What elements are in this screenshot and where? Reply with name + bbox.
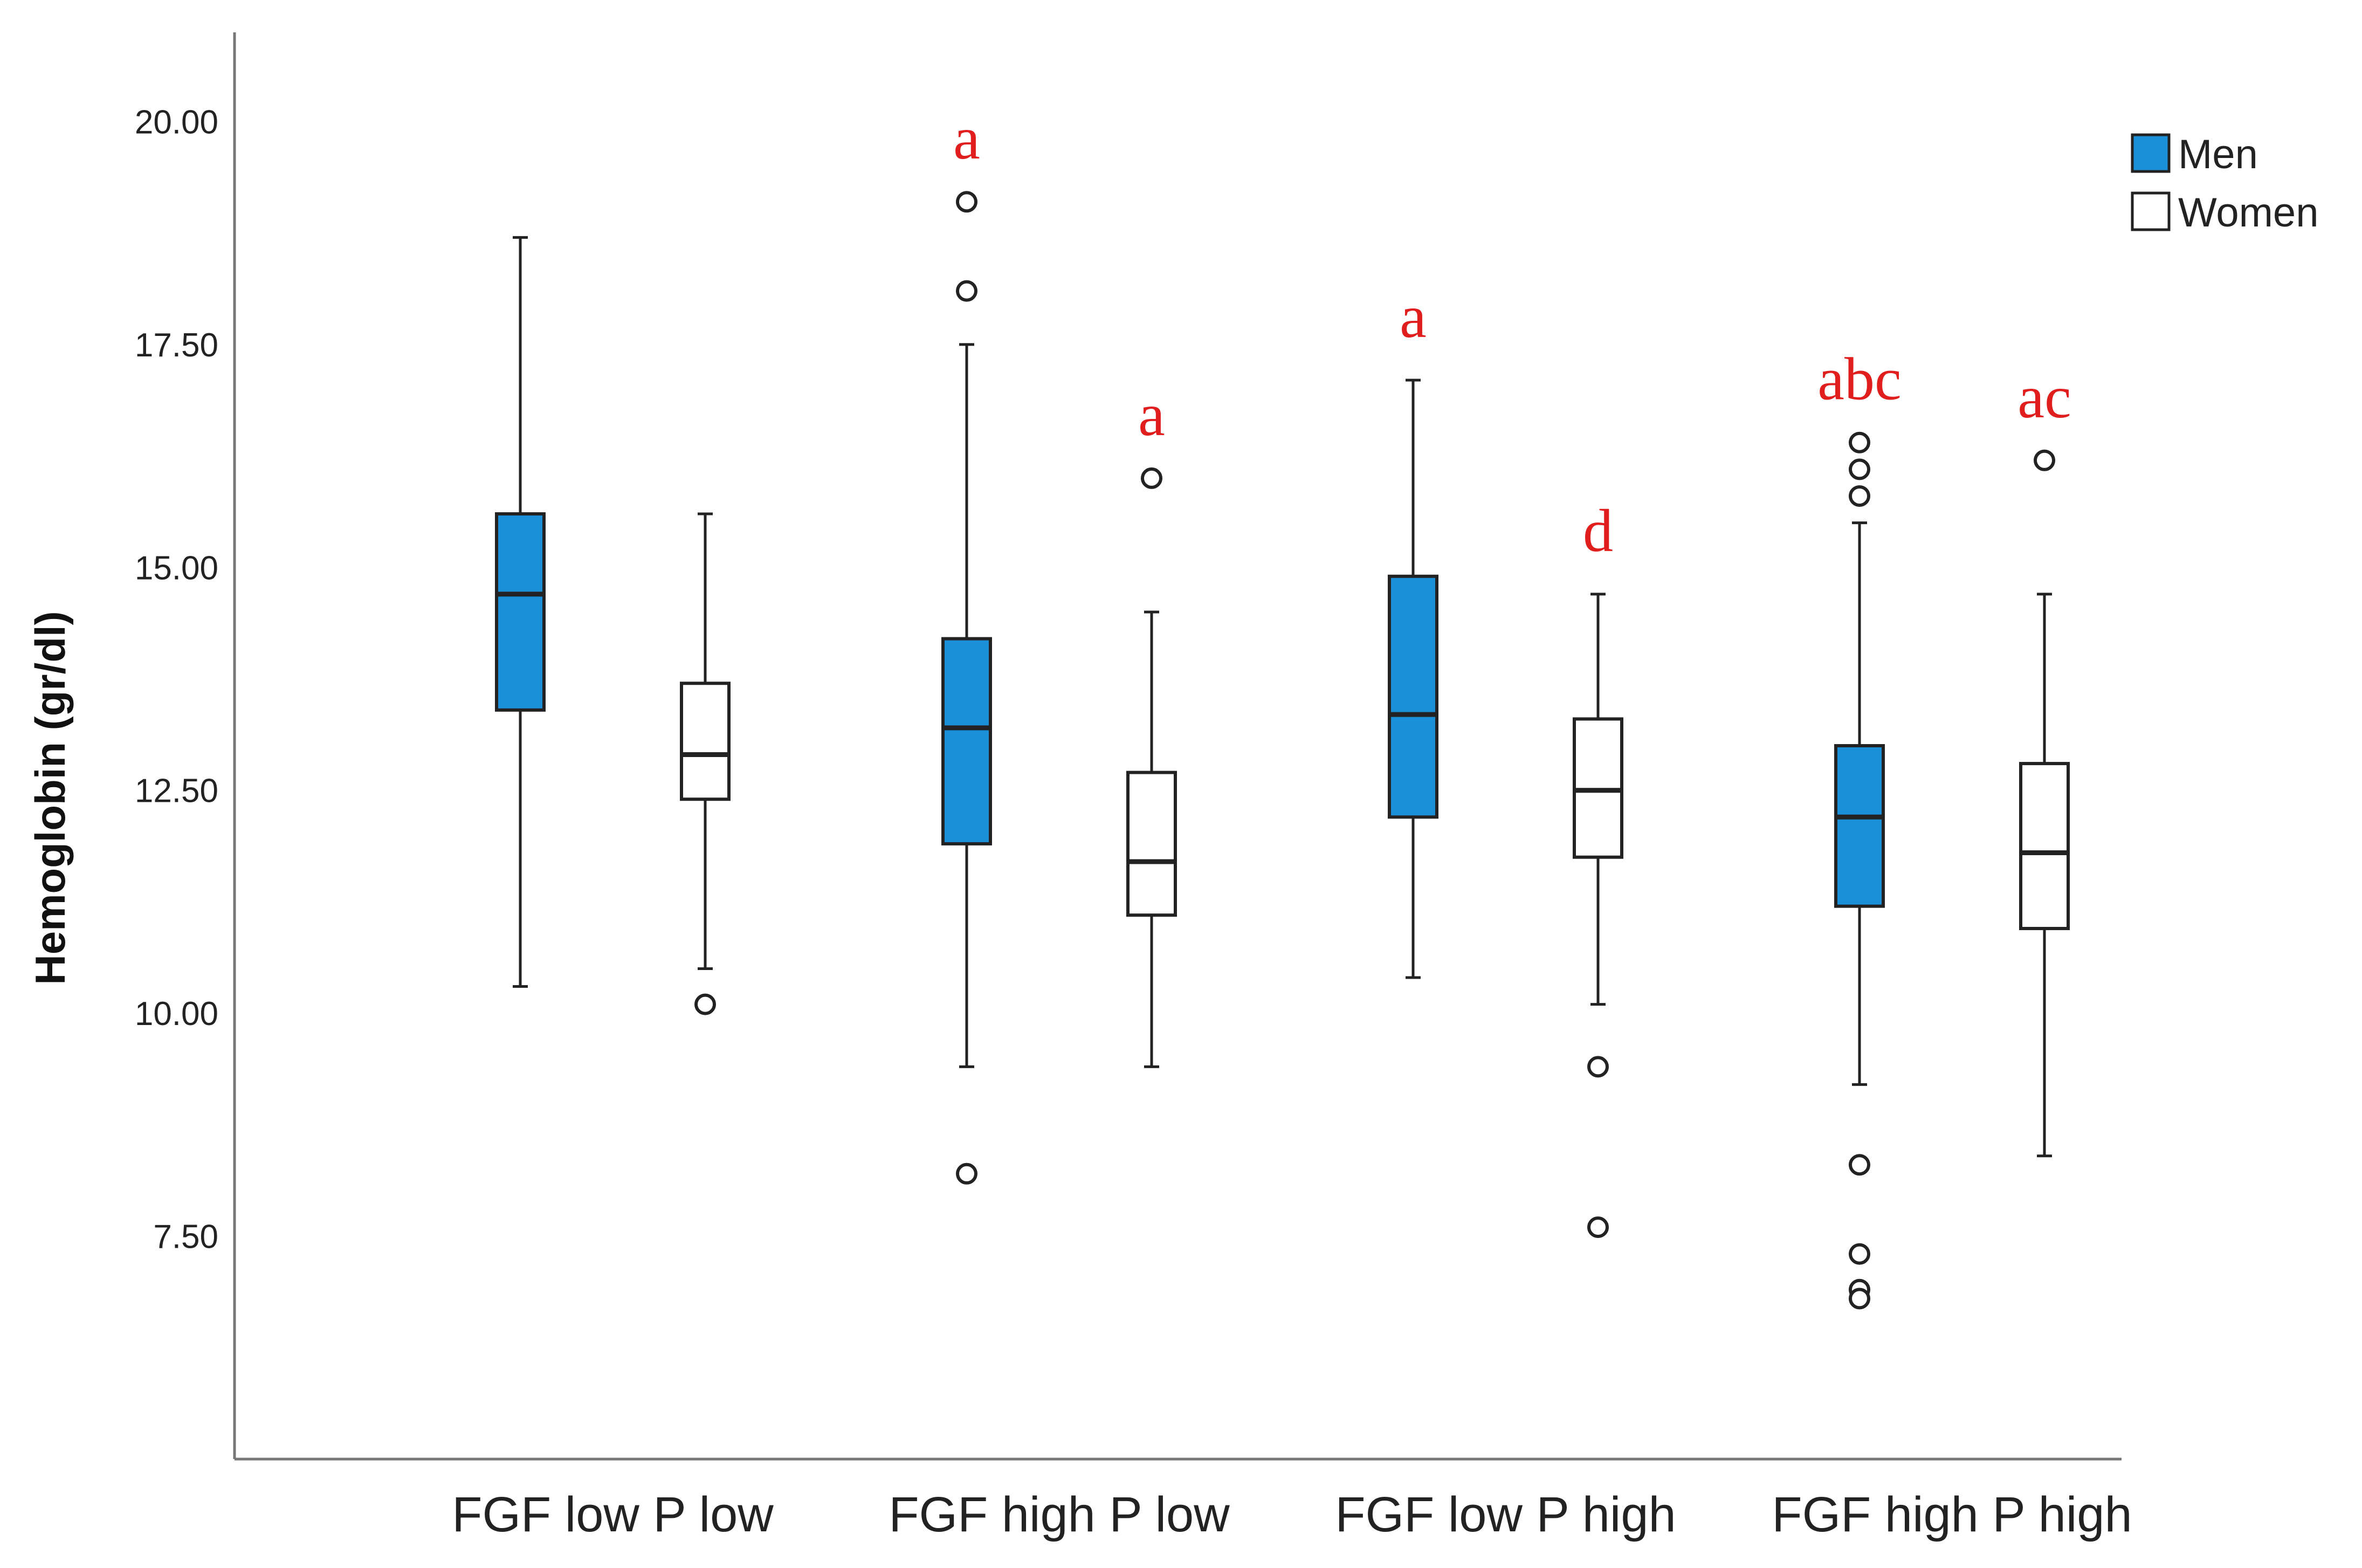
category-label: FGF high P high: [1772, 1487, 2132, 1542]
outlier-point: [1849, 1243, 1870, 1265]
outlier-point: [1849, 485, 1870, 507]
significance-label: a: [953, 105, 980, 172]
y-axis-label: Hemoglobin (gr/dl): [26, 611, 74, 985]
outlier-point: [2034, 449, 2055, 471]
significance-label: ac: [2017, 364, 2071, 431]
outlier-point: [956, 191, 977, 213]
outlier-point: [956, 1163, 977, 1185]
box-women-2: [1126, 467, 1177, 1068]
category-label: FGF low P low: [452, 1487, 774, 1542]
box-women-1: [680, 512, 731, 1015]
significance-annotations: a a abc a d ac: [953, 105, 2071, 565]
box-women-4: [2019, 449, 2070, 1158]
y-tick-label: 10.00: [135, 995, 218, 1033]
significance-label: d: [1583, 498, 1613, 565]
significance-label: a: [1138, 382, 1165, 449]
iqr-box: [941, 637, 992, 845]
y-tick-label: 12.50: [135, 773, 218, 810]
legend-label-women: Women: [2178, 190, 2318, 236]
y-tick-label: 17.50: [135, 327, 218, 364]
box-men-4: [1834, 431, 1885, 1310]
significance-label: a: [1400, 284, 1427, 350]
box-men-1: [495, 236, 546, 988]
box-men-3: [1388, 379, 1438, 979]
legend: Men Women: [2131, 132, 2318, 236]
iqr-box: [1834, 744, 1885, 908]
outlier-point: [1141, 467, 1162, 489]
y-tick-label: 15.00: [135, 549, 218, 587]
y-tick-label: 20.00: [135, 104, 218, 141]
outlier-point: [1849, 458, 1870, 480]
significance-label: abc: [1817, 346, 1901, 413]
y-tick-labels: 7.50 10.00 12.50 15.00 17.50 20.00: [135, 104, 218, 1255]
outlier-point: [1849, 1154, 1870, 1176]
category-label: FGF low P high: [1335, 1487, 1676, 1542]
legend-label-men: Men: [2178, 132, 2258, 177]
iqr-box: [1388, 574, 1438, 819]
outlier-point: [1587, 1056, 1609, 1078]
outlier-point: [956, 280, 977, 302]
outlier-point: [1849, 1288, 1870, 1310]
iqr-box: [495, 512, 546, 712]
axes: [233, 32, 2122, 1461]
box-plots: [495, 191, 2070, 1310]
category-labels: FGF low P low FGF high P low FGF low P hig…: [452, 1487, 2132, 1542]
legend-swatch-men: [2131, 133, 2171, 173]
category-label: FGF high P low: [889, 1487, 1230, 1542]
iqr-box: [1126, 771, 1177, 917]
iqr-box: [2019, 762, 2070, 931]
box-women-3: [1573, 593, 1623, 1239]
outlier-point: [1587, 1216, 1609, 1239]
y-tick-label: 7.50: [153, 1219, 218, 1256]
outlier-point: [694, 993, 716, 1015]
iqr-box: [680, 682, 731, 801]
legend-swatch-women: [2131, 191, 2171, 231]
box-men-2: [941, 191, 992, 1185]
outlier-point: [1849, 431, 1870, 453]
